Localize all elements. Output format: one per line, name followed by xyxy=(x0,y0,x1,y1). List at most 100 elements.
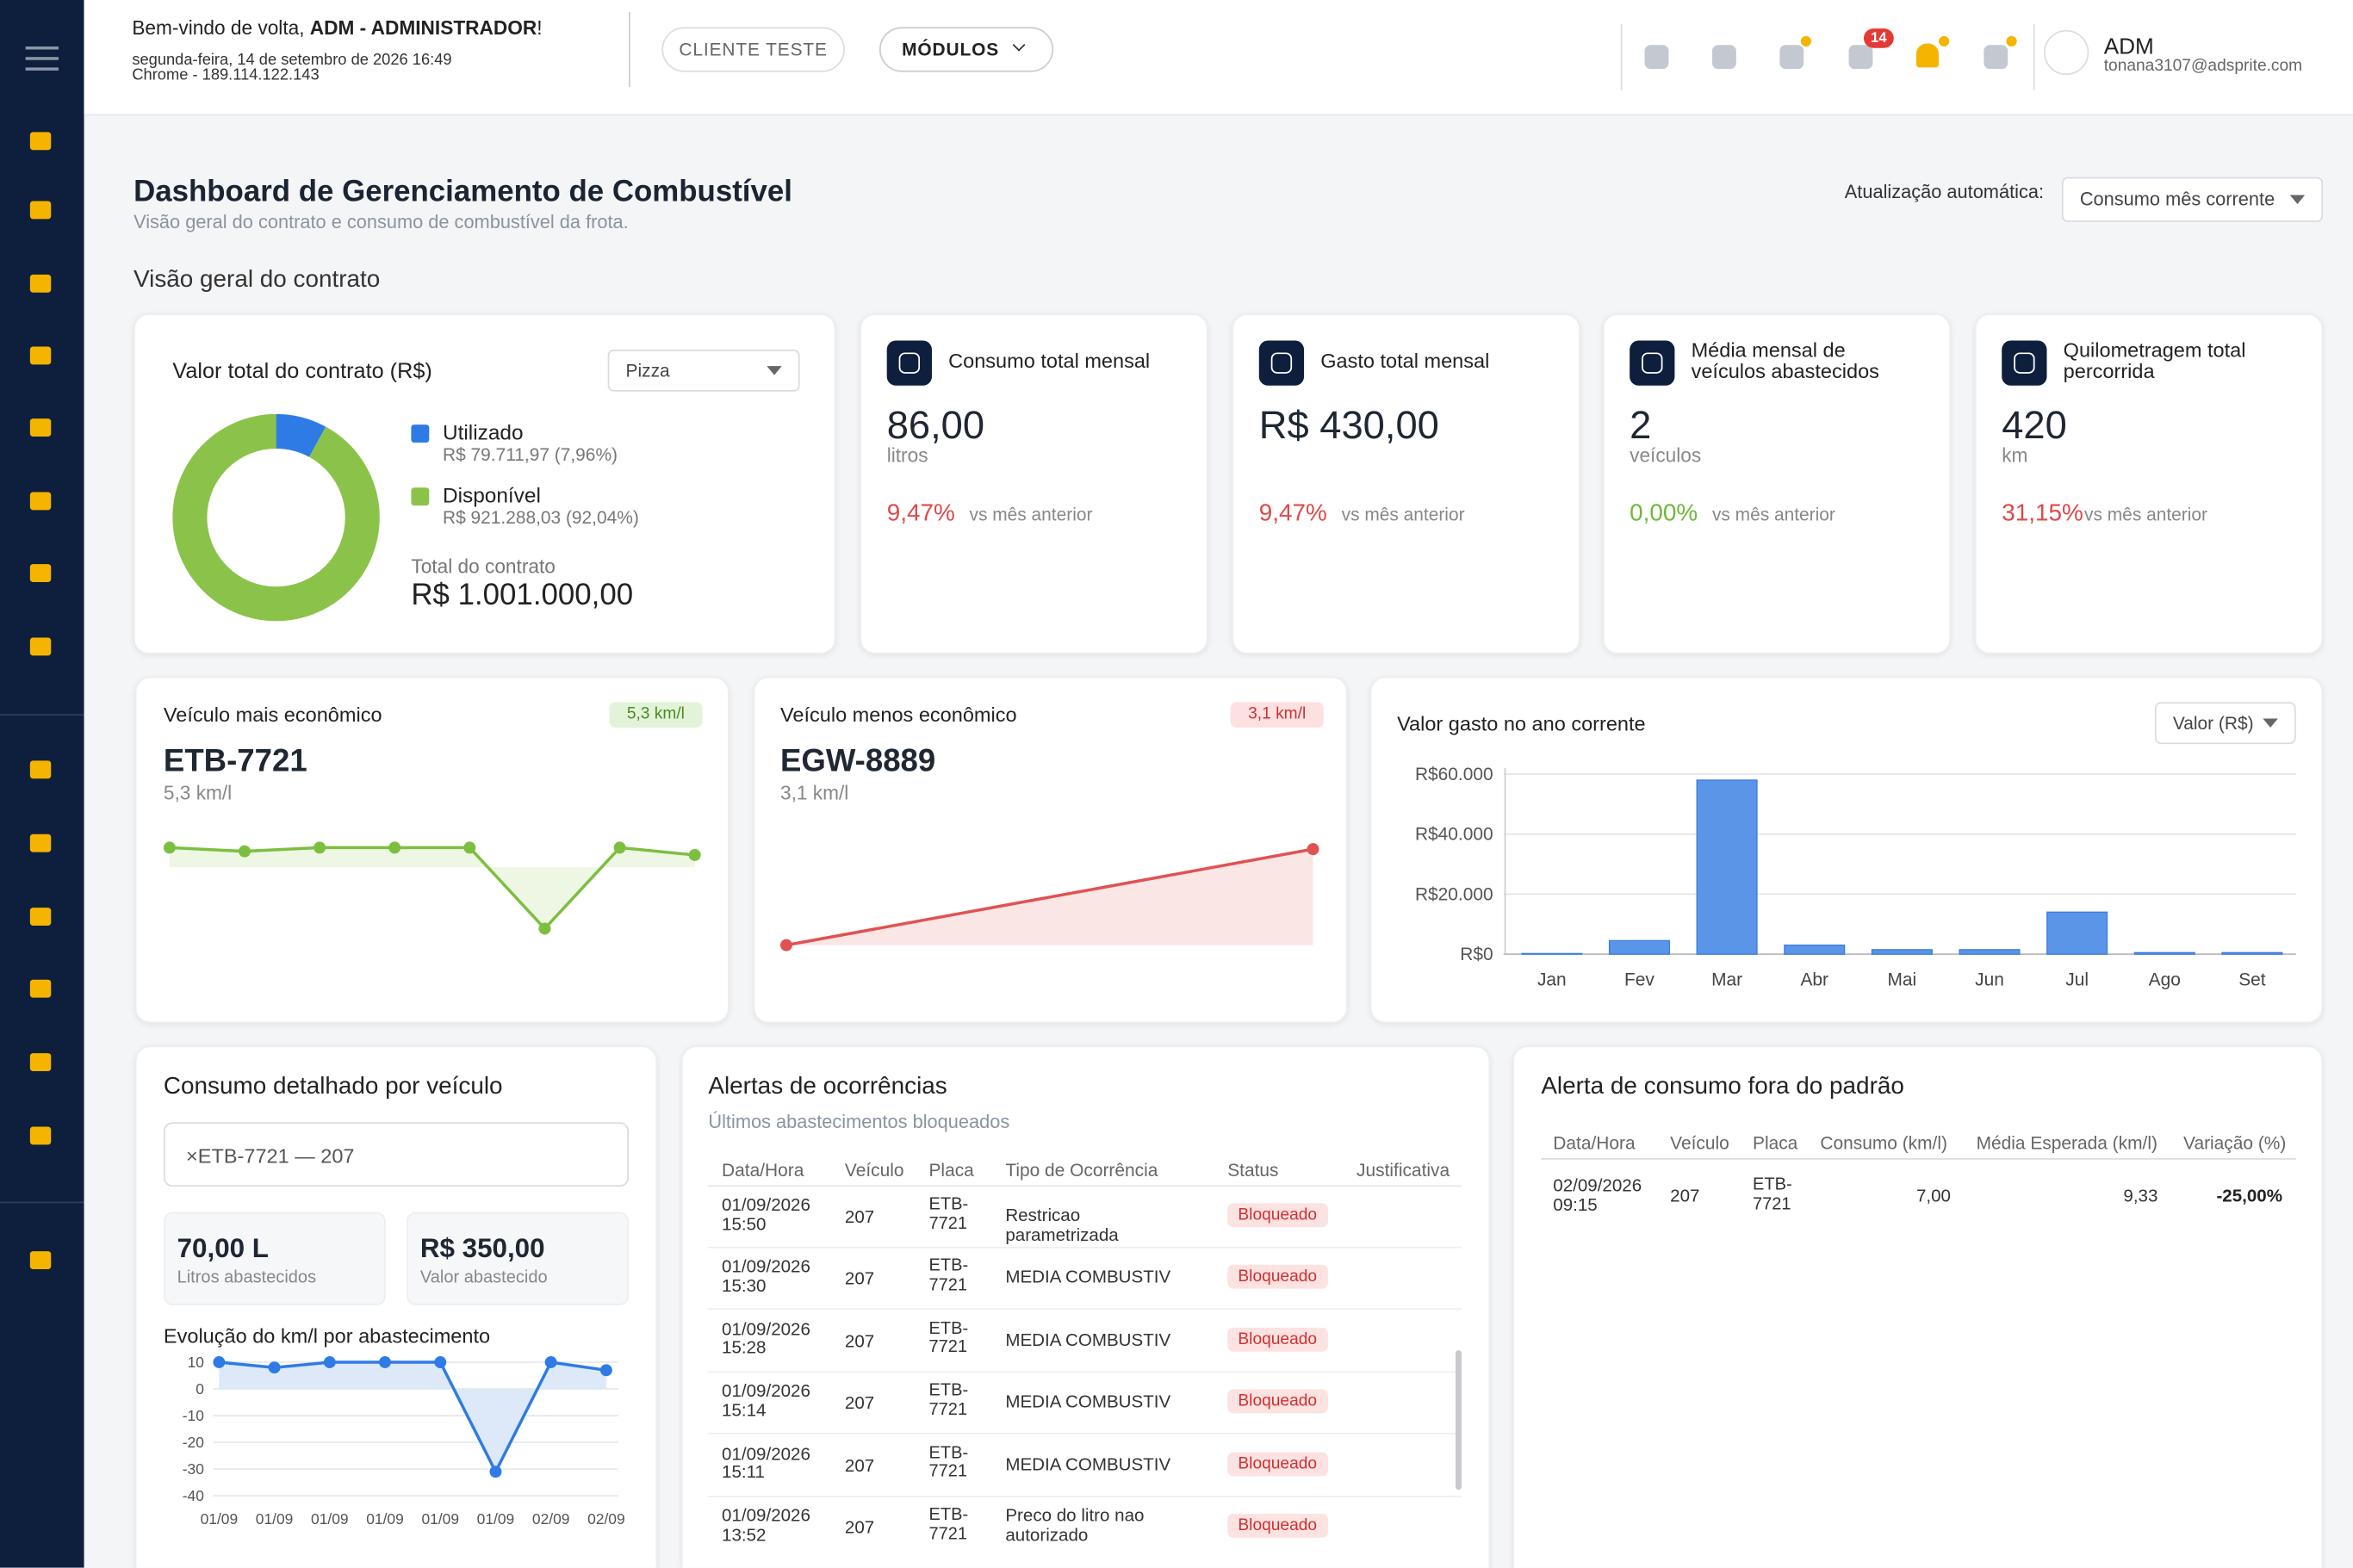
header-icon[interactable] xyxy=(1779,45,1804,70)
card-subtitle: Últimos abastecimentos bloqueados xyxy=(708,1112,1010,1133)
nav-icon[interactable] xyxy=(29,132,52,151)
card-title: Consumo detalhado por veículo xyxy=(163,1074,503,1100)
menu-toggle[interactable] xyxy=(25,46,59,71)
chart-title: Evolução do km/l por abastecimento xyxy=(163,1324,491,1348)
user-name: ADM xyxy=(2103,34,2154,60)
date-text: segunda-feira, 14 de setembro de 2026 16… xyxy=(132,51,452,70)
row-rule xyxy=(708,1308,1462,1311)
header-icon[interactable] xyxy=(1984,45,2008,70)
nav-icon[interactable] xyxy=(29,1053,52,1072)
nav-icon[interactable] xyxy=(29,564,52,583)
cell-type: MEDIA COMBUSTIV xyxy=(1005,1391,1171,1412)
chart-title: Valor gasto no ano corrente xyxy=(1397,712,1646,735)
row-rule xyxy=(708,1433,1462,1435)
column-header: Placa xyxy=(928,1159,974,1181)
kpi-title: Quilometragem total percorrida xyxy=(2063,338,2246,382)
status-dot xyxy=(1939,35,1950,47)
nav-icon[interactable] xyxy=(29,834,52,852)
header-icon[interactable] xyxy=(1711,45,1736,70)
header-icon[interactable] xyxy=(1848,45,1873,70)
kpi-change-label: vs mês anterior xyxy=(1341,504,1465,525)
nav-icon[interactable] xyxy=(29,979,52,998)
cell-vehicle: 207 xyxy=(844,1392,875,1414)
vehicle-plate: ETB-7721 xyxy=(163,744,307,779)
kpi-change: 9,47% xyxy=(886,500,955,527)
nav-icon[interactable] xyxy=(29,637,52,656)
nav-icon[interactable] xyxy=(29,492,52,511)
chart-title: Veículo menos econômico xyxy=(779,703,1017,727)
legend-label: Disponível xyxy=(442,483,541,507)
badge xyxy=(1230,702,1324,728)
cell-vehicle: 207 xyxy=(844,1330,875,1352)
chart-title: Valor total do contrato (R$) xyxy=(172,360,432,385)
user-email: tonana3107@adsprite.com xyxy=(2103,57,2303,76)
kpi-icon-glyph xyxy=(1270,352,1293,374)
kpi-icon-glyph xyxy=(898,352,921,374)
nav-icon[interactable] xyxy=(29,760,52,779)
avatar[interactable] xyxy=(2044,29,2089,76)
cell-datetime: 01/09/2026 15:14 xyxy=(722,1380,810,1421)
header-icon[interactable] xyxy=(1644,45,1669,70)
kpi-change-label: vs mês anterior xyxy=(2084,504,2207,525)
kpi-title: Média mensal de veículos abastecidos xyxy=(1691,338,1879,382)
nav-icon[interactable] xyxy=(29,1126,52,1145)
row-rule xyxy=(708,1246,1462,1249)
vehicle-plate: EGW-8889 xyxy=(779,744,936,779)
nav-icon[interactable] xyxy=(29,201,52,220)
client-button-label: CLIENTE TESTE xyxy=(679,39,828,60)
dropdown-arrow xyxy=(767,366,782,375)
vehicle-efficiency: 3,1 km/l xyxy=(779,781,849,804)
stat-label: Litros abastecidos xyxy=(177,1268,317,1287)
total-value: R$ 1.001.000,00 xyxy=(411,579,634,612)
cell-datetime: 01/09/2026 15:50 xyxy=(722,1193,810,1235)
stat-value: R$ 350,00 xyxy=(419,1233,545,1264)
row-rule xyxy=(708,1495,1462,1497)
dropdown-value: Valor (R$) xyxy=(2172,712,2254,734)
modules-button[interactable] xyxy=(878,27,1054,72)
cell-vehicle: 207 xyxy=(844,1516,875,1538)
total-label: Total do contrato xyxy=(411,555,556,578)
nav-icon[interactable] xyxy=(29,908,52,926)
nav-icon[interactable] xyxy=(29,1251,52,1269)
cell-datetime: 01/09/2026 15:30 xyxy=(722,1255,810,1297)
table-cell: ETB-7721 xyxy=(1753,1175,1792,1213)
cell-type: Restricao parametrizada xyxy=(1005,1205,1119,1245)
user-role: ADM - ADMINISTRADOR xyxy=(309,16,537,40)
nav-icon[interactable] xyxy=(29,346,52,365)
status-pill: Bloqueado xyxy=(1227,1327,1328,1352)
kpi-unit: veículos xyxy=(1630,443,1702,467)
dropdown-arrow xyxy=(2289,195,2306,204)
nav-icon[interactable] xyxy=(29,274,52,293)
table-cell: -25,00% xyxy=(2216,1185,2283,1206)
modules-button-label: MÓDULOS xyxy=(902,39,1000,60)
column-header: Status xyxy=(1227,1159,1279,1181)
status-pill: Bloqueado xyxy=(1227,1389,1328,1414)
cell-plate: ETB-7721 xyxy=(928,1506,969,1543)
bell-icon[interactable] xyxy=(1915,43,1940,68)
legend-swatch xyxy=(411,425,430,443)
status-pill: Bloqueado xyxy=(1227,1265,1328,1290)
cell-datetime: 01/09/2026 13:52 xyxy=(722,1504,810,1545)
status-dot xyxy=(1800,35,1811,47)
dropdown-value: Pizza xyxy=(625,359,670,381)
page-title: Dashboard de Gerenciamento de Combustíve… xyxy=(133,175,792,209)
cell-datetime: 01/09/2026 15:28 xyxy=(722,1318,810,1359)
vehicle-select[interactable] xyxy=(163,1122,630,1187)
dropdown[interactable] xyxy=(2061,177,2324,222)
header-rule xyxy=(708,1185,1462,1187)
kpi-icon xyxy=(2002,340,2047,386)
menu-toggle-mid xyxy=(25,57,59,60)
topbar xyxy=(84,0,2353,116)
nav-icon[interactable] xyxy=(29,418,52,437)
stat-value: 70,00 L xyxy=(177,1233,269,1264)
table-cell: 207 xyxy=(1670,1185,1700,1206)
cell-type: MEDIA COMBUSTIV xyxy=(1005,1267,1171,1288)
stat-label: Valor abastecido xyxy=(419,1268,548,1287)
column-header: Tipo de Ocorrência xyxy=(1005,1159,1158,1181)
column-header: Data/Hora xyxy=(1553,1132,1636,1154)
stat-box xyxy=(163,1212,386,1305)
status-pill: Bloqueado xyxy=(1227,1451,1328,1476)
client-button[interactable] xyxy=(661,27,845,72)
kpi-change-label: vs mês anterior xyxy=(1711,504,1835,525)
status-pill: Bloqueado xyxy=(1227,1513,1328,1538)
